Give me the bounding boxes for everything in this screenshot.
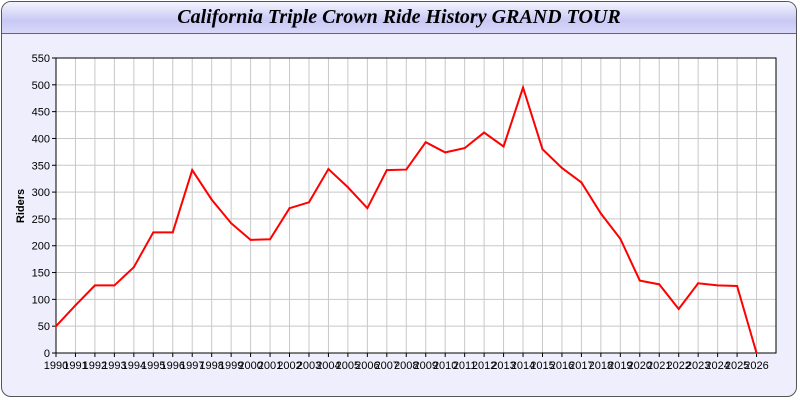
data-point (385, 169, 388, 172)
x-tick-label: 2012 (472, 360, 496, 372)
data-point (230, 222, 233, 225)
data-point (288, 207, 291, 210)
x-tick-label: 2007 (375, 360, 399, 372)
y-tick-label: 500 (32, 80, 50, 92)
data-point (638, 279, 641, 282)
x-tick-label: 2022 (666, 360, 690, 372)
x-tick-label: 2025 (725, 360, 749, 372)
y-tick-label: 550 (32, 53, 50, 65)
data-point (424, 141, 427, 144)
data-point (113, 284, 116, 287)
x-tick-label: 1990 (44, 360, 68, 372)
x-tick-label: 2018 (589, 360, 613, 372)
x-tick-label: 2013 (491, 360, 515, 372)
data-point (599, 212, 602, 215)
y-tick-label: 350 (32, 160, 50, 172)
plot-area (55, 57, 777, 354)
x-tick-label: 1994 (122, 360, 146, 372)
data-point (74, 304, 77, 307)
x-tick-label: 2015 (530, 360, 554, 372)
data-point (444, 151, 447, 154)
data-point (716, 284, 719, 287)
data-point (346, 186, 349, 189)
y-tick-label: 150 (32, 268, 50, 280)
y-tick-label: 0 (44, 348, 50, 360)
y-tick-label: 100 (32, 294, 50, 306)
data-point (658, 283, 661, 286)
x-tick-label: 1991 (63, 360, 87, 372)
data-point (405, 168, 408, 171)
x-tick-label: 1997 (180, 360, 204, 372)
x-tick-label: 1992 (83, 360, 107, 372)
title-bar: California Triple Crown Ride History GRA… (2, 2, 796, 34)
x-tick-label: 1993 (102, 360, 126, 372)
data-point (541, 148, 544, 151)
data-point (697, 282, 700, 285)
data-point (755, 352, 758, 354)
data-point (677, 308, 680, 311)
x-tick-label: 2005 (336, 360, 360, 372)
x-tick-label: 2017 (569, 360, 593, 372)
data-point (191, 169, 194, 172)
data-point (522, 86, 525, 89)
data-point (502, 145, 505, 148)
y-tick-label: 200 (32, 241, 50, 253)
y-tick-label: 250 (32, 214, 50, 226)
y-axis-label: Riders (15, 189, 27, 223)
data-point (171, 231, 174, 234)
x-tick-label: 2019 (608, 360, 632, 372)
x-tick-label: 2016 (550, 360, 574, 372)
x-tick-label: 2006 (355, 360, 379, 372)
data-point (619, 237, 622, 240)
x-tick-label: 1995 (141, 360, 165, 372)
x-tick-label: 2020 (628, 360, 652, 372)
y-tick-label: 400 (32, 133, 50, 145)
data-point (152, 231, 155, 234)
data-point (132, 266, 135, 269)
data-point (736, 284, 739, 287)
data-point (560, 166, 563, 169)
data-point (463, 147, 466, 150)
x-tick-label: 2021 (647, 360, 671, 372)
x-tick-label: 1996 (161, 360, 185, 372)
x-tick-label: 2011 (453, 360, 477, 372)
data-point (327, 168, 330, 171)
series (55, 84, 758, 354)
data-point (580, 181, 583, 184)
x-tick-label: 2010 (433, 360, 457, 372)
x-tick-label: 2004 (316, 360, 340, 372)
x-tick-label: 1999 (219, 360, 243, 372)
data-point (249, 238, 252, 241)
y-tick-label: 300 (32, 187, 50, 199)
x-tick-label: 2024 (705, 360, 729, 372)
y-tick-label: 450 (32, 107, 50, 119)
plot-border (55, 57, 777, 354)
data-point (307, 201, 310, 204)
data-point (483, 131, 486, 134)
data-point (93, 284, 96, 287)
x-tick-label: 2014 (511, 360, 535, 372)
x-tick-label: 2026 (744, 360, 768, 372)
y-tick-label: 50 (38, 321, 50, 333)
data-point (210, 198, 213, 201)
x-tick-label: 2008 (394, 360, 418, 372)
x-tick-label: 2002 (277, 360, 301, 372)
axes: 0501001502002503003504004505005501990199… (32, 53, 777, 372)
x-tick-label: 2009 (413, 360, 437, 372)
x-tick-label: 2003 (297, 360, 321, 372)
x-tick-label: 2001 (258, 360, 282, 372)
x-tick-label: 2000 (238, 360, 262, 372)
x-tick-label: 1998 (199, 360, 223, 372)
x-tick-label: 2023 (686, 360, 710, 372)
chart-title: California Triple Crown Ride History GRA… (177, 6, 621, 28)
data-point (55, 325, 57, 328)
data-point (269, 238, 272, 241)
data-point (366, 207, 369, 210)
